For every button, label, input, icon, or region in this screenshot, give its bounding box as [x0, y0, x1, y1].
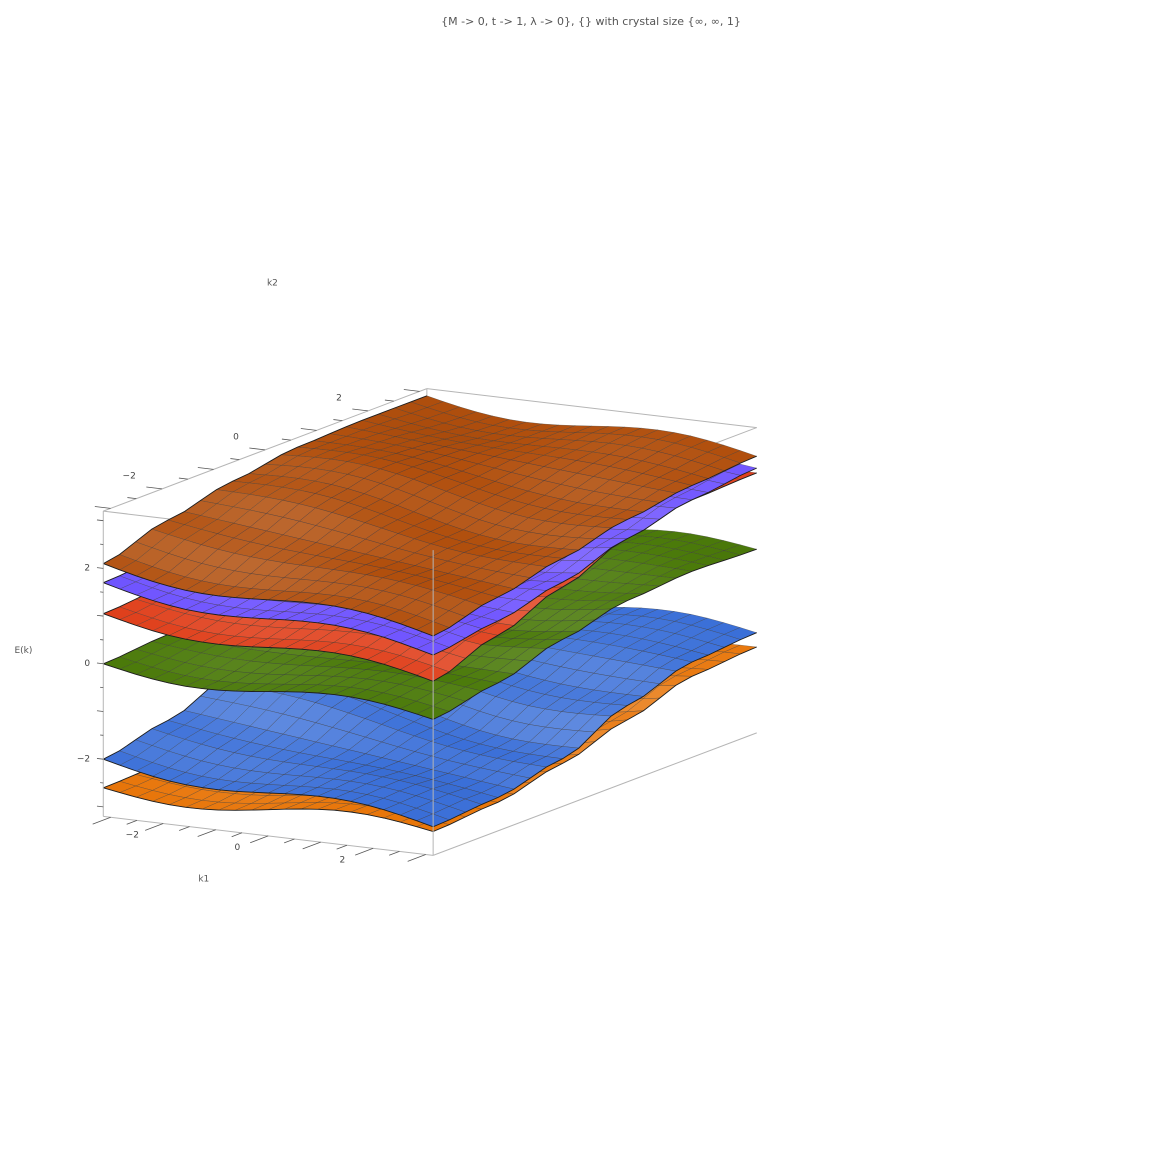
x-axis-tick [126, 820, 138, 825]
x-axis-tick [197, 829, 216, 837]
x-axis-label: k1 [198, 875, 209, 885]
z-axis-tick [96, 519, 104, 522]
x-axis-tick [355, 847, 374, 856]
box-edge [426, 388, 757, 429]
y-axis-tick [178, 477, 188, 480]
chart-title: {M -> 0, t -> 1, λ -> 0}, {} with crysta… [441, 15, 741, 28]
x-axis-tick [145, 823, 164, 831]
y-axis-tick [197, 467, 214, 470]
y-axis-tick [146, 486, 163, 490]
z-tick-label: −2 [77, 754, 90, 764]
surface-edge [103, 395, 428, 564]
y-tick-label: 0 [233, 433, 239, 443]
y-axis-tick [249, 447, 266, 451]
y-axis-tick [94, 506, 111, 509]
y-tick-label: −2 [123, 472, 136, 482]
x-axis-tick [284, 838, 295, 844]
y-tick-label: 2 [336, 394, 342, 404]
z-axis-tick [96, 614, 104, 617]
z-axis-tick [96, 758, 104, 760]
x-tick-label: −2 [126, 831, 139, 841]
x-axis-tick [92, 816, 111, 825]
energy-band-surface [102, 395, 758, 637]
y-axis-tick [333, 419, 343, 422]
z-tick-label: 2 [84, 564, 90, 574]
y-axis-tick [403, 389, 420, 392]
z-axis-tick [96, 710, 104, 712]
z-axis-label: E(k) [14, 646, 32, 656]
x-tick-label: 2 [339, 855, 345, 865]
y-axis-tick [384, 399, 394, 402]
x-axis-tick [302, 841, 321, 850]
z-tick-label: 0 [84, 659, 90, 669]
x-axis-tick [231, 832, 243, 838]
x-axis-tick [250, 835, 269, 844]
x-tick-label: 0 [234, 843, 240, 853]
energy-surfaces [102, 395, 758, 832]
axis-ticks: −2 0 2 −2 0 2 −2 0 2 [77, 389, 426, 865]
y-axis-tick [352, 408, 369, 412]
z-axis-tick [96, 805, 104, 808]
y-axis-tick [300, 428, 317, 431]
z-axis-tick [96, 662, 104, 665]
box-edge [432, 732, 757, 856]
x-axis-tick [407, 854, 426, 862]
x-axis-tick [389, 851, 400, 856]
x-axis-tick [336, 844, 348, 850]
y-axis-tick [127, 497, 137, 500]
y-axis-label: k2 [267, 278, 278, 288]
y-axis-tick [281, 438, 291, 441]
z-axis-tick [96, 567, 104, 569]
y-axis-tick [230, 458, 240, 461]
x-axis-tick [179, 826, 190, 831]
